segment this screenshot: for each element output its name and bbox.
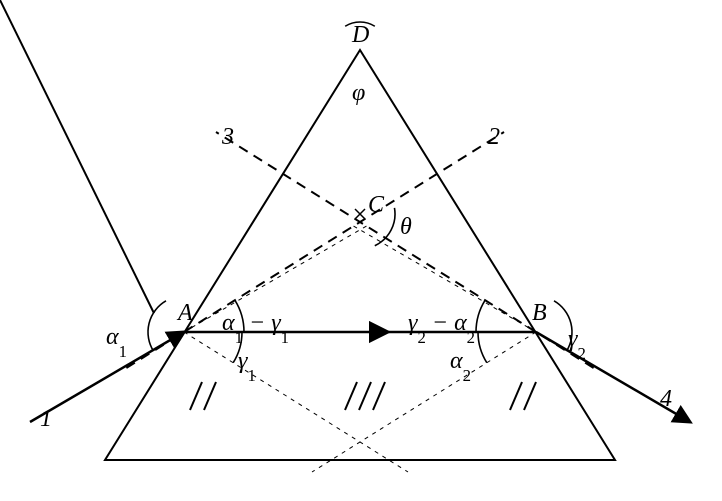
label-B: B <box>532 300 547 326</box>
diagram-layer: Dφ Cθ A B 1 2 3 4 α1 α1 − γ1γ1 γ2 − α2α2 γ2 <box>0 0 690 472</box>
label-phi: φ <box>352 80 365 106</box>
label-alpha2: α2 <box>450 348 471 386</box>
label-1: 1 <box>40 406 52 432</box>
label-gamma1: γ1 <box>238 348 256 386</box>
point-C-cross <box>355 209 365 219</box>
label-alpha1: α1 <box>106 324 127 362</box>
prism-triangle <box>105 50 615 460</box>
label-C: C <box>368 192 385 218</box>
label-4: 4 <box>660 386 672 412</box>
label-D: D <box>351 22 369 48</box>
label-A: A <box>176 300 193 326</box>
label-gamma2-minus-alpha2: γ2 − α2 <box>408 310 475 348</box>
prism-diagram: Dφ Cθ A B 1 2 3 4 α1 α1 − γ1γ1 γ2 − α2α2 γ2 <box>0 0 722 501</box>
label-alpha1-minus-gamma1: α1 − γ1 <box>222 310 289 348</box>
label-3: 3 <box>221 124 234 150</box>
label-theta: θ <box>400 214 412 240</box>
label-gamma2: γ2 <box>568 326 586 364</box>
label-2: 2 <box>488 124 500 150</box>
